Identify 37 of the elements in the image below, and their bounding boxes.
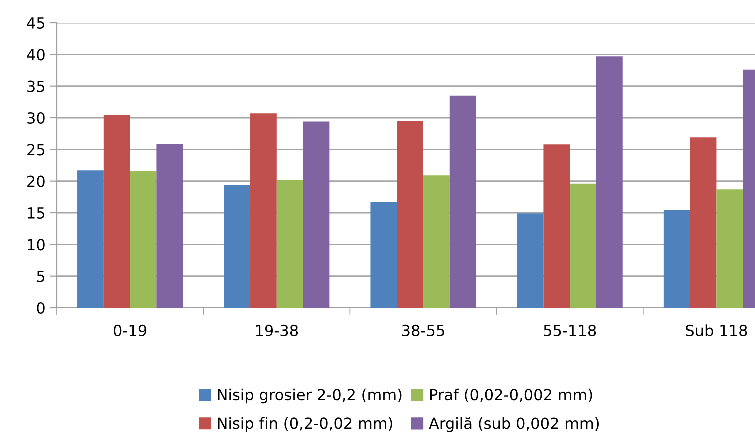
bar <box>250 114 277 308</box>
y-tick-label: 10 <box>28 239 45 251</box>
legend-label: Nisip fin (0,2-0,02 mm) <box>218 417 392 432</box>
y-tick-label: 40 <box>27 49 45 61</box>
bar <box>517 214 544 308</box>
y-tick-label: 45 <box>27 18 45 30</box>
bar <box>690 138 717 308</box>
y-tick-label: 30 <box>28 112 45 124</box>
bar <box>450 96 476 308</box>
x-tick-label: Sub 118 <box>686 324 748 336</box>
y-tick-label: 15 <box>28 208 45 220</box>
x-tick-label: 0-19 <box>114 324 147 336</box>
y-tick-label: 35 <box>28 80 45 92</box>
bar <box>224 185 251 308</box>
y-tick-label: 0 <box>37 302 45 314</box>
bar <box>303 122 330 308</box>
legend-label: Argilă (sub 0,002 mm) <box>429 417 600 432</box>
legend-label: Praf (0,02-0,002 mm) <box>430 388 592 402</box>
legend-label: Nisip grosier 2-0,2 (mm) <box>218 388 402 404</box>
bar <box>424 176 450 308</box>
y-tick-label: 5 <box>37 271 45 282</box>
bar <box>130 171 157 308</box>
bar <box>370 202 398 308</box>
x-tick-label: 19-38 <box>256 324 298 336</box>
bar <box>596 56 623 308</box>
y-tick-label: 20 <box>28 176 45 188</box>
bar <box>397 121 424 308</box>
x-tick-label: 38-55 <box>402 324 444 336</box>
bar <box>276 180 304 308</box>
bar <box>104 115 130 308</box>
x-tick-label: 55-118 <box>544 324 596 336</box>
bar <box>156 144 184 308</box>
bar <box>570 184 596 308</box>
y-tick-label: 25 <box>28 144 45 156</box>
bar <box>544 144 570 308</box>
bar <box>664 210 690 308</box>
bar <box>78 170 104 308</box>
